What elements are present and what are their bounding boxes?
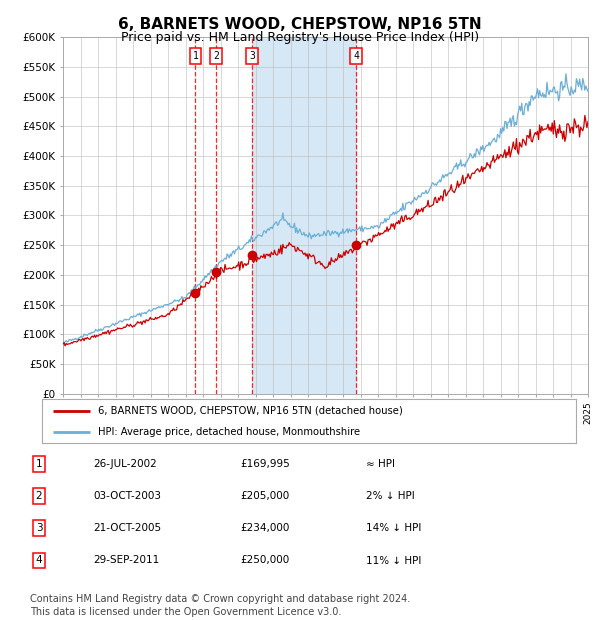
Text: 3: 3 — [249, 51, 255, 61]
Text: 3: 3 — [35, 523, 43, 533]
Text: 29-SEP-2011: 29-SEP-2011 — [93, 556, 159, 565]
Text: 1: 1 — [35, 459, 43, 469]
Text: 1: 1 — [193, 51, 198, 61]
Text: 2% ↓ HPI: 2% ↓ HPI — [366, 491, 415, 501]
Text: £169,995: £169,995 — [240, 459, 290, 469]
Text: £234,000: £234,000 — [240, 523, 289, 533]
Text: 6, BARNETS WOOD, CHEPSTOW, NP16 5TN: 6, BARNETS WOOD, CHEPSTOW, NP16 5TN — [118, 17, 482, 32]
Text: £205,000: £205,000 — [240, 491, 289, 501]
Bar — [252, 37, 356, 394]
Text: Contains HM Land Registry data © Crown copyright and database right 2024.
This d: Contains HM Land Registry data © Crown c… — [30, 594, 410, 617]
Text: 4: 4 — [35, 556, 43, 565]
Text: 03-OCT-2003: 03-OCT-2003 — [93, 491, 161, 501]
Text: 14% ↓ HPI: 14% ↓ HPI — [366, 523, 421, 533]
Text: 6, BARNETS WOOD, CHEPSTOW, NP16 5TN (detached house): 6, BARNETS WOOD, CHEPSTOW, NP16 5TN (det… — [98, 405, 403, 416]
Text: 21-OCT-2005: 21-OCT-2005 — [93, 523, 161, 533]
Text: ≈ HPI: ≈ HPI — [366, 459, 395, 469]
Text: Price paid vs. HM Land Registry's House Price Index (HPI): Price paid vs. HM Land Registry's House … — [121, 31, 479, 44]
Text: £250,000: £250,000 — [240, 556, 289, 565]
Text: 26-JUL-2002: 26-JUL-2002 — [93, 459, 157, 469]
Text: HPI: Average price, detached house, Monmouthshire: HPI: Average price, detached house, Monm… — [98, 427, 360, 437]
Text: 2: 2 — [35, 491, 43, 501]
Text: 11% ↓ HPI: 11% ↓ HPI — [366, 556, 421, 565]
Text: 2: 2 — [213, 51, 219, 61]
Text: 4: 4 — [353, 51, 359, 61]
